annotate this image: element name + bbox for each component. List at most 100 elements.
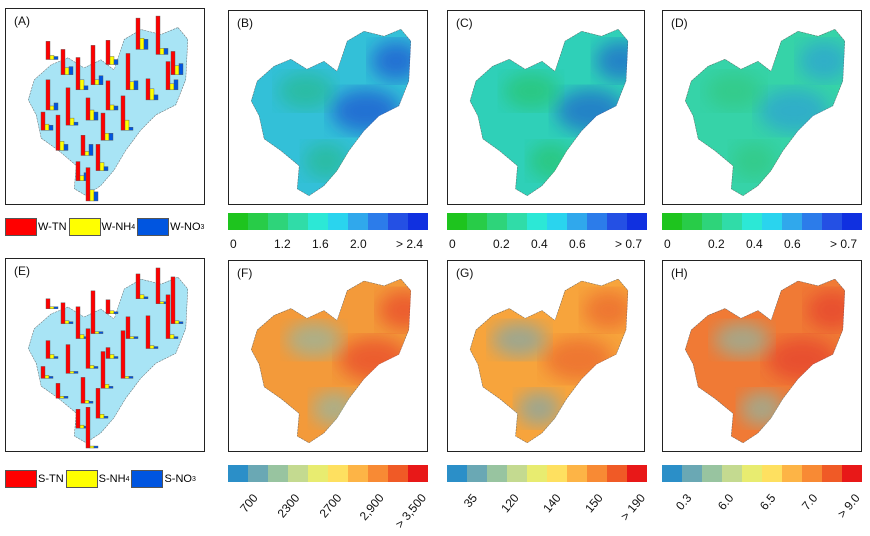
sample-bar	[84, 400, 90, 404]
sample-bar	[84, 151, 90, 156]
sample-bar	[113, 59, 119, 65]
colorbar-step	[822, 213, 842, 230]
sample-bar	[135, 17, 141, 50]
sample-bar	[174, 320, 180, 324]
tick-label: 0	[664, 237, 671, 251]
sample-bar	[174, 65, 180, 75]
colorbar-step	[507, 465, 527, 482]
legend-swatch	[5, 470, 37, 488]
contour-region	[807, 290, 845, 330]
sample-bar	[53, 56, 59, 60]
colorbar-step	[527, 465, 547, 482]
sample-bar	[163, 48, 169, 55]
sample-bar	[69, 371, 75, 374]
sample-bar	[79, 175, 85, 181]
colorbar-step	[547, 465, 567, 482]
sample-bar	[155, 267, 161, 304]
colorbar-step	[627, 213, 647, 230]
sample-bar	[100, 351, 106, 389]
contour-region	[595, 41, 629, 81]
sample-bar	[48, 124, 54, 131]
sample-bar	[108, 133, 114, 141]
colorbar-step	[587, 465, 607, 482]
colorbar-step	[388, 213, 408, 230]
sample-bar	[93, 366, 99, 369]
sample-bar	[63, 144, 69, 151]
colorbar-step	[348, 213, 368, 230]
sample-bar	[155, 15, 161, 55]
sample-bar	[44, 123, 50, 131]
sample-bar	[128, 376, 134, 379]
tick-label: 7.0	[799, 491, 821, 513]
sample-bar	[49, 105, 55, 111]
tick-label: > 2.4	[396, 237, 424, 251]
sample-bar	[145, 78, 151, 101]
contour-region	[799, 41, 845, 81]
sample-bar	[88, 144, 94, 156]
colorbar-step	[487, 465, 507, 482]
sample-bar	[113, 105, 119, 111]
sample-bar	[129, 336, 135, 339]
sample-bar	[53, 356, 59, 359]
colorbar-step	[288, 465, 308, 482]
sample-bar	[89, 445, 95, 449]
contour-region	[732, 143, 776, 179]
colorbar-step	[447, 465, 467, 482]
sample-bar	[98, 331, 104, 334]
sample-bar	[85, 407, 91, 449]
sample-bar	[109, 104, 115, 111]
colorbar-step	[607, 213, 627, 230]
sample-bar	[170, 276, 176, 324]
contour-region	[759, 89, 829, 133]
water-legend: W-TN W-NH 4 W-NO 3	[5, 218, 206, 236]
sample-bar	[109, 310, 115, 314]
sample-bar	[85, 97, 91, 121]
interpolated-map	[685, 278, 845, 444]
interpolated-map	[251, 278, 411, 444]
sample-bar	[89, 109, 95, 121]
sample-bar	[79, 334, 85, 339]
sample-bar	[45, 79, 51, 111]
panel-label: (A)	[14, 14, 30, 28]
sample-bar	[178, 63, 184, 75]
sample-bar	[63, 396, 69, 399]
interpolated-map	[685, 29, 845, 196]
panel-f: (F)	[228, 260, 428, 452]
tick-label: 0.3	[673, 491, 695, 513]
tick-label: 0.6	[569, 237, 586, 251]
sample-bar	[103, 166, 109, 171]
sample-bar	[64, 67, 70, 75]
sample-bar	[105, 299, 111, 314]
contour-region	[304, 143, 348, 179]
colorbar-step	[607, 465, 627, 482]
sample-bar	[68, 66, 74, 75]
contour-region	[767, 337, 837, 382]
colorbar-step	[587, 213, 607, 230]
sample-bar	[45, 340, 51, 359]
panel-h: (H)	[662, 260, 862, 452]
panel-e: (E)	[5, 258, 205, 452]
colorbar-step	[388, 465, 408, 482]
sample-bar	[133, 336, 139, 339]
panel-label: (F)	[237, 266, 253, 280]
sample-bar	[93, 111, 99, 121]
sample-bar	[80, 135, 86, 156]
legend-item: W-NO 3	[137, 218, 204, 236]
contour-region	[529, 143, 573, 179]
sample-bar	[79, 424, 85, 429]
sample-bar	[173, 79, 179, 91]
colorbar-step	[842, 213, 862, 230]
panel-label: (C)	[456, 16, 473, 30]
contour-region	[491, 322, 547, 358]
colorbar-step	[408, 213, 428, 230]
sample-bar	[135, 273, 141, 299]
tick-label: 2300	[274, 491, 303, 521]
sample-bar	[113, 356, 119, 359]
colorbar-step	[268, 213, 288, 230]
interpolated-map	[251, 29, 411, 196]
sample-bar	[99, 162, 105, 171]
tick-label: 0.4	[531, 237, 548, 251]
sample-bar	[173, 336, 179, 339]
sample-bar	[109, 56, 115, 65]
sample-bar	[124, 376, 130, 379]
